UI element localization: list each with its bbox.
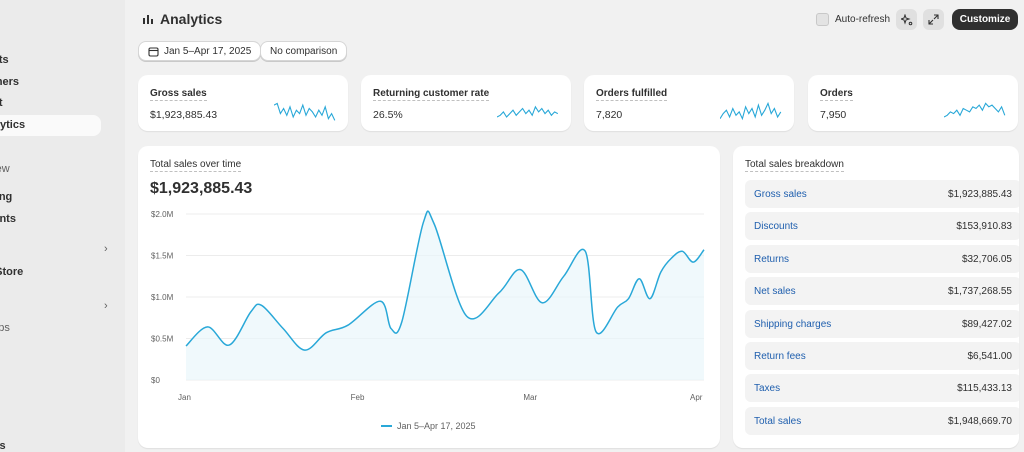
breakdown-row[interactable]: Return fees $6,541.00	[745, 342, 1019, 370]
legend-label: Jan 5–Apr 17, 2025	[397, 421, 476, 431]
customize-button[interactable]: Customize	[952, 9, 1018, 30]
sidebar-item-9[interactable]: ounts	[0, 213, 16, 225]
sparkline-path	[720, 101, 782, 121]
breakdown-row-value: $6,541.00	[967, 351, 1013, 362]
y-tick-label: $1.5M	[151, 252, 174, 261]
sales-over-time-card: Total sales over time $1,923,885.43 $0 $0…	[138, 146, 720, 448]
breakdown-row[interactable]: Shipping charges $89,427.02	[745, 309, 1019, 338]
breakdown-row-value: $1,923,885.43	[948, 189, 1012, 200]
series-line	[185, 210, 705, 351]
sidebar: ersuctsomersentyticsrtsViewetingountsels…	[0, 0, 125, 452]
breakdown-row-value: $32,706.05	[961, 253, 1012, 265]
fullscreen-button[interactable]	[923, 9, 944, 30]
kpi-card[interactable]: Orders 7,950	[808, 75, 1018, 131]
x-tick-label: Apr	[690, 393, 703, 402]
sparkline-path	[944, 102, 1006, 118]
date-range-button[interactable]: Jan 5–Apr 17, 2025	[138, 41, 262, 61]
ai-assist-button[interactable]	[896, 9, 917, 30]
kpi-sparkline	[720, 101, 782, 121]
date-range-label: Jan 5–Apr 17, 2025	[164, 45, 252, 57]
sales-over-time-title: Total sales over time	[150, 159, 242, 172]
breakdown-row-label[interactable]: Returns	[754, 253, 790, 265]
auto-refresh-toggle[interactable]: Auto-refresh	[816, 13, 890, 26]
chevron-right-icon[interactable]: ›	[104, 300, 108, 312]
calendar-icon	[148, 46, 159, 57]
y-tick-label: $0.5M	[151, 335, 174, 344]
sidebar-item-3[interactable]: omers	[0, 76, 20, 88]
sidebar-item-4[interactable]: ent	[0, 97, 3, 109]
sales-over-time-total: $1,923,885.43	[150, 180, 253, 197]
sidebar-item-11[interactable]: e Store	[0, 266, 24, 278]
kpi-value: 7,820	[596, 109, 623, 121]
expand-icon	[928, 14, 939, 25]
chart-legend: Jan 5–Apr 17, 2025	[381, 421, 476, 431]
kpi-sparkline	[274, 102, 336, 121]
breakdown-row[interactable]: Gross sales $1,923,885.43	[745, 180, 1019, 208]
breakdown-row[interactable]: Net sales $1,737,268.55	[745, 277, 1019, 306]
series-area	[186, 211, 704, 380]
customize-label: Customize	[959, 14, 1011, 25]
comparison-button[interactable]: No comparison	[260, 41, 348, 61]
analytics-icon	[143, 15, 153, 24]
breakdown-row-label[interactable]: Gross sales	[754, 189, 807, 200]
kpi-card[interactable]: Gross sales $1,923,885.43	[138, 75, 348, 131]
breakdown-row-value: $1,948,669.70	[948, 415, 1012, 427]
breakdown-row-label[interactable]: Net sales	[754, 286, 796, 298]
breakdown-row-label[interactable]: Shipping charges	[754, 318, 832, 330]
breakdown-row-label[interactable]: Total sales	[754, 415, 802, 427]
y-tick-label: $1.0M	[151, 293, 174, 302]
sidebar-item-2[interactable]: ucts	[0, 54, 9, 66]
kpi-label: Returning customer rate	[373, 88, 490, 101]
breakdown-row-label[interactable]: Discounts	[754, 221, 798, 233]
sales-breakdown-card: Total sales breakdown Gross sales $1,923,…	[733, 146, 1019, 448]
main-content: Analytics Jan 5–Apr 17, 2025 No comparis…	[125, 0, 1024, 452]
breakdown-row-label[interactable]: Taxes	[754, 383, 781, 395]
page-title-text: Analytics	[160, 11, 223, 27]
comparison-label: No comparison	[270, 45, 338, 57]
sidebar-item-5[interactable]: ytics	[0, 115, 101, 136]
breakdown-row-label[interactable]: Return fees	[754, 351, 806, 362]
breakdown-row[interactable]: Returns $32,706.05	[745, 244, 1019, 273]
breakdown-row-value: $115,433.13	[957, 383, 1012, 395]
auto-refresh-checkbox[interactable]	[816, 13, 829, 26]
breakdown-row[interactable]: Taxes $115,433.13	[745, 374, 1019, 403]
auto-refresh-label: Auto-refresh	[835, 14, 891, 25]
kpi-value: 7,950	[820, 109, 847, 121]
sales-line-chart: $0 $0.5M $1.0M $1.5M $2.0M Jan Feb Mar Apr	[151, 210, 705, 402]
y-tick-label: $0	[151, 376, 160, 385]
sidebar-item-14[interactable]: ngs	[0, 440, 6, 452]
page-title: Analytics	[142, 11, 222, 27]
kpi-label: Orders	[820, 88, 853, 101]
sidebar-item-13[interactable]: apps	[0, 322, 10, 334]
sparkle-icon	[900, 13, 912, 25]
x-tick-label: Feb	[351, 393, 365, 402]
kpi-label: Gross sales	[150, 88, 207, 101]
breakdown-row[interactable]: Discounts $153,910.83	[745, 212, 1019, 241]
y-tick-label: $2.0M	[151, 210, 174, 219]
breakdown-row-value: $153,910.83	[956, 221, 1012, 233]
kpi-card[interactable]: Returning customer rate 26.5%	[361, 75, 571, 131]
x-tick-label: Mar	[523, 393, 537, 402]
kpi-sparkline	[944, 102, 1006, 118]
chevron-right-icon[interactable]: ›	[104, 243, 108, 255]
kpi-card[interactable]: Orders fulfilled 7,820	[584, 75, 794, 131]
sidebar-item-8[interactable]: eting	[0, 191, 13, 203]
legend-swatch	[381, 425, 392, 427]
kpi-value: $1,923,885.43	[150, 109, 218, 121]
sales-breakdown-title: Total sales breakdown	[745, 159, 844, 172]
sparkline-path	[274, 102, 336, 121]
breakdown-row-value: $89,427.02	[961, 318, 1012, 330]
sidebar-item-7[interactable]: View	[0, 163, 10, 175]
kpi-value: 26.5%	[373, 109, 403, 121]
kpi-label: Orders fulfilled	[596, 88, 668, 101]
x-tick-label: Jan	[178, 393, 191, 402]
kpi-sparkline	[497, 105, 559, 118]
breakdown-row-value: $1,737,268.55	[948, 286, 1012, 298]
sparkline-path	[497, 105, 559, 118]
breakdown-row[interactable]: Total sales $1,948,669.70	[745, 406, 1019, 435]
